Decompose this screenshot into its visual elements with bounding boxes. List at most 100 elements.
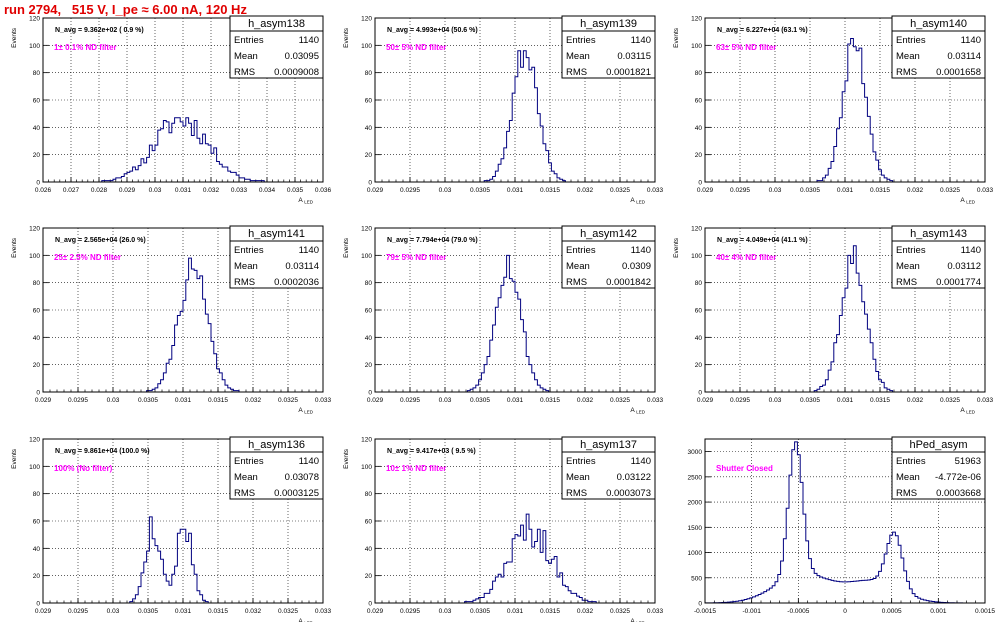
x-tick-label: 0.029 <box>119 187 136 194</box>
stats-label-rms: RMS <box>234 277 255 288</box>
y-tick-label: 100 <box>361 464 372 471</box>
x-tick-label: 0.032 <box>203 187 220 194</box>
stats-box-title: h_asym143 <box>910 228 967 240</box>
x-tick-label: 0.03 <box>439 608 452 615</box>
x-tick-label: 0.031 <box>175 397 192 404</box>
navg-label: N_avg = 4.049e+04 (41.1 %) <box>717 237 808 244</box>
stats-box <box>229 225 324 289</box>
y-axis-title: Events <box>343 27 350 48</box>
stats-value-entries: 1140 <box>299 245 319 256</box>
x-tick-label: 0.0295 <box>68 397 88 404</box>
panel-h_asym141: 0.029 0.0295 0.03 0.0305 0.031 0.0315 0.032 0.0… <box>11 225 332 415</box>
x-tick-label: 0.0295 <box>730 397 750 404</box>
stats-value-mean: 0.03122 <box>617 472 651 483</box>
x-tick-label: 0.0005 <box>882 608 902 615</box>
stats-label-rms: RMS <box>566 277 587 288</box>
x-axis-title-main: A <box>960 407 965 414</box>
stats-box-title: h_asym139 <box>580 18 637 30</box>
x-axis-title-main: A <box>630 197 635 204</box>
x-tick-label: 0.001 <box>930 608 947 615</box>
stats-box-title: h_asym137 <box>580 439 637 451</box>
stats-label-entries: Entries <box>566 456 596 467</box>
x-tick-label: 0.032 <box>577 187 594 194</box>
stats-box-title: hPed_asym <box>909 439 967 451</box>
y-tick-label: 20 <box>33 573 41 580</box>
stats-value-mean: -4.772e-06 <box>935 472 981 483</box>
x-axis-title-subscript: LED <box>304 410 314 415</box>
x-tick-label: 0.032 <box>907 397 924 404</box>
stats-label-rms: RMS <box>896 488 917 499</box>
stats-box-title: h_asym140 <box>910 18 967 30</box>
y-axis-title: Events <box>343 448 350 469</box>
stats-label-mean: Mean <box>566 472 590 483</box>
y-tick-label: 20 <box>33 152 41 159</box>
y-tick-label: 0 <box>36 601 40 608</box>
x-tick-label: 0.0315 <box>870 397 890 404</box>
panel-h_asym142: 0.029 0.0295 0.03 0.0305 0.031 0.0315 0.032 0.0… <box>343 225 664 415</box>
x-tick-label: 0.0325 <box>278 397 298 404</box>
x-tick-label: 0.0325 <box>940 397 960 404</box>
y-tick-label: 0 <box>698 601 702 608</box>
y-axis-title: Events <box>673 27 680 48</box>
stats-value-mean: 0.03114 <box>285 261 319 272</box>
x-tick-label: -0.0005 <box>787 608 809 615</box>
x-tick-label: 0.029 <box>35 608 52 615</box>
x-tick-label: -0.001 <box>742 608 761 615</box>
x-tick-label: 0.033 <box>231 187 248 194</box>
y-tick-label: 100 <box>29 253 40 260</box>
x-tick-label: 0.031 <box>507 397 524 404</box>
x-tick-label: 0.031 <box>837 397 854 404</box>
stats-value-rms: 0.0001658 <box>936 67 981 78</box>
x-tick-label: 0.029 <box>367 397 384 404</box>
x-tick-label: 0.03 <box>107 608 120 615</box>
y-tick-label: 100 <box>361 43 372 50</box>
stats-label-entries: Entries <box>896 456 926 467</box>
x-axis-title-subscript: LED <box>966 410 976 415</box>
x-axis-title-subscript: LED <box>636 410 646 415</box>
y-axis-title: Events <box>343 237 350 258</box>
y-tick-label: 0 <box>698 390 702 397</box>
y-axis-title: Events <box>11 27 18 48</box>
x-tick-label: 0.032 <box>907 187 924 194</box>
x-tick-label: 0.03 <box>439 187 452 194</box>
histogram-trace-h_asym138 <box>43 117 323 183</box>
y-tick-label: 60 <box>33 308 41 315</box>
stats-value-rms: 0.0001774 <box>936 277 981 288</box>
y-tick-label: 0 <box>36 390 40 397</box>
stats-label-entries: Entries <box>896 245 926 256</box>
x-tick-label: 0.029 <box>367 608 384 615</box>
stats-box-title: h_asym141 <box>248 228 305 240</box>
stats-value-mean: 0.03095 <box>285 51 319 62</box>
stats-label-rms: RMS <box>896 67 917 78</box>
stats-label-rms: RMS <box>566 67 587 78</box>
y-tick-label: 0 <box>368 390 372 397</box>
y-tick-label: 40 <box>365 335 373 342</box>
stats-box <box>891 15 986 79</box>
x-tick-label: 0.0015 <box>975 608 995 615</box>
y-tick-label: 1000 <box>688 550 703 557</box>
panel-h_asym140: 0.029 0.0295 0.03 0.0305 0.031 0.0315 0.032 0.0… <box>673 15 994 205</box>
navg-label: N_avg = 2.565e+04 (26.0 %) <box>55 237 146 244</box>
x-tick-label: 0.029 <box>697 397 714 404</box>
stats-label-rms: RMS <box>566 488 587 499</box>
y-axis-title: Events <box>11 448 18 469</box>
stats-value-entries: 1140 <box>961 245 981 256</box>
x-tick-label: 0.0305 <box>138 608 158 615</box>
stats-label-mean: Mean <box>566 51 590 62</box>
filter-label: 50± 5% ND filter <box>386 43 446 52</box>
stats-label-rms: RMS <box>234 488 255 499</box>
stats-value-rms: 0.0001842 <box>606 277 651 288</box>
y-tick-label: 1500 <box>688 525 703 532</box>
x-tick-label: 0.033 <box>647 397 664 404</box>
stats-value-rms: 0.0003125 <box>274 488 319 499</box>
x-axis-title-main: A <box>960 197 965 204</box>
stats-label-mean: Mean <box>234 261 258 272</box>
x-tick-label: 0.029 <box>697 187 714 194</box>
x-tick-label: 0.0325 <box>610 187 630 194</box>
x-tick-label: 0.0295 <box>730 187 750 194</box>
y-tick-label: 120 <box>361 16 372 23</box>
